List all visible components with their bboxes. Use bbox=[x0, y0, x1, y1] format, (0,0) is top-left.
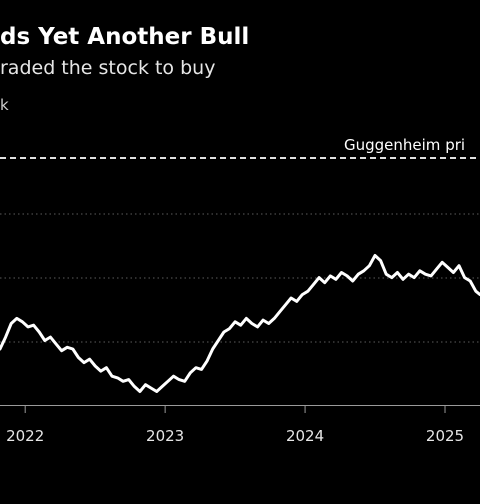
x-tick-label: 2025 bbox=[426, 427, 464, 445]
x-tick-label: 2022 bbox=[6, 427, 44, 445]
price-target-label: Guggenheim pri bbox=[344, 136, 465, 154]
gridlines bbox=[0, 213, 480, 343]
x-tick-label: 2024 bbox=[286, 427, 324, 445]
series-line bbox=[0, 254, 480, 393]
chart-subtitle: raded the stock to buy bbox=[0, 57, 216, 79]
x-tick-label: 2023 bbox=[146, 427, 184, 445]
chart-title: ds Yet Another Bull bbox=[0, 24, 250, 50]
x-ticks: 2022 2023 2024 2025 bbox=[6, 405, 464, 445]
y-unit-label: k bbox=[0, 96, 9, 114]
